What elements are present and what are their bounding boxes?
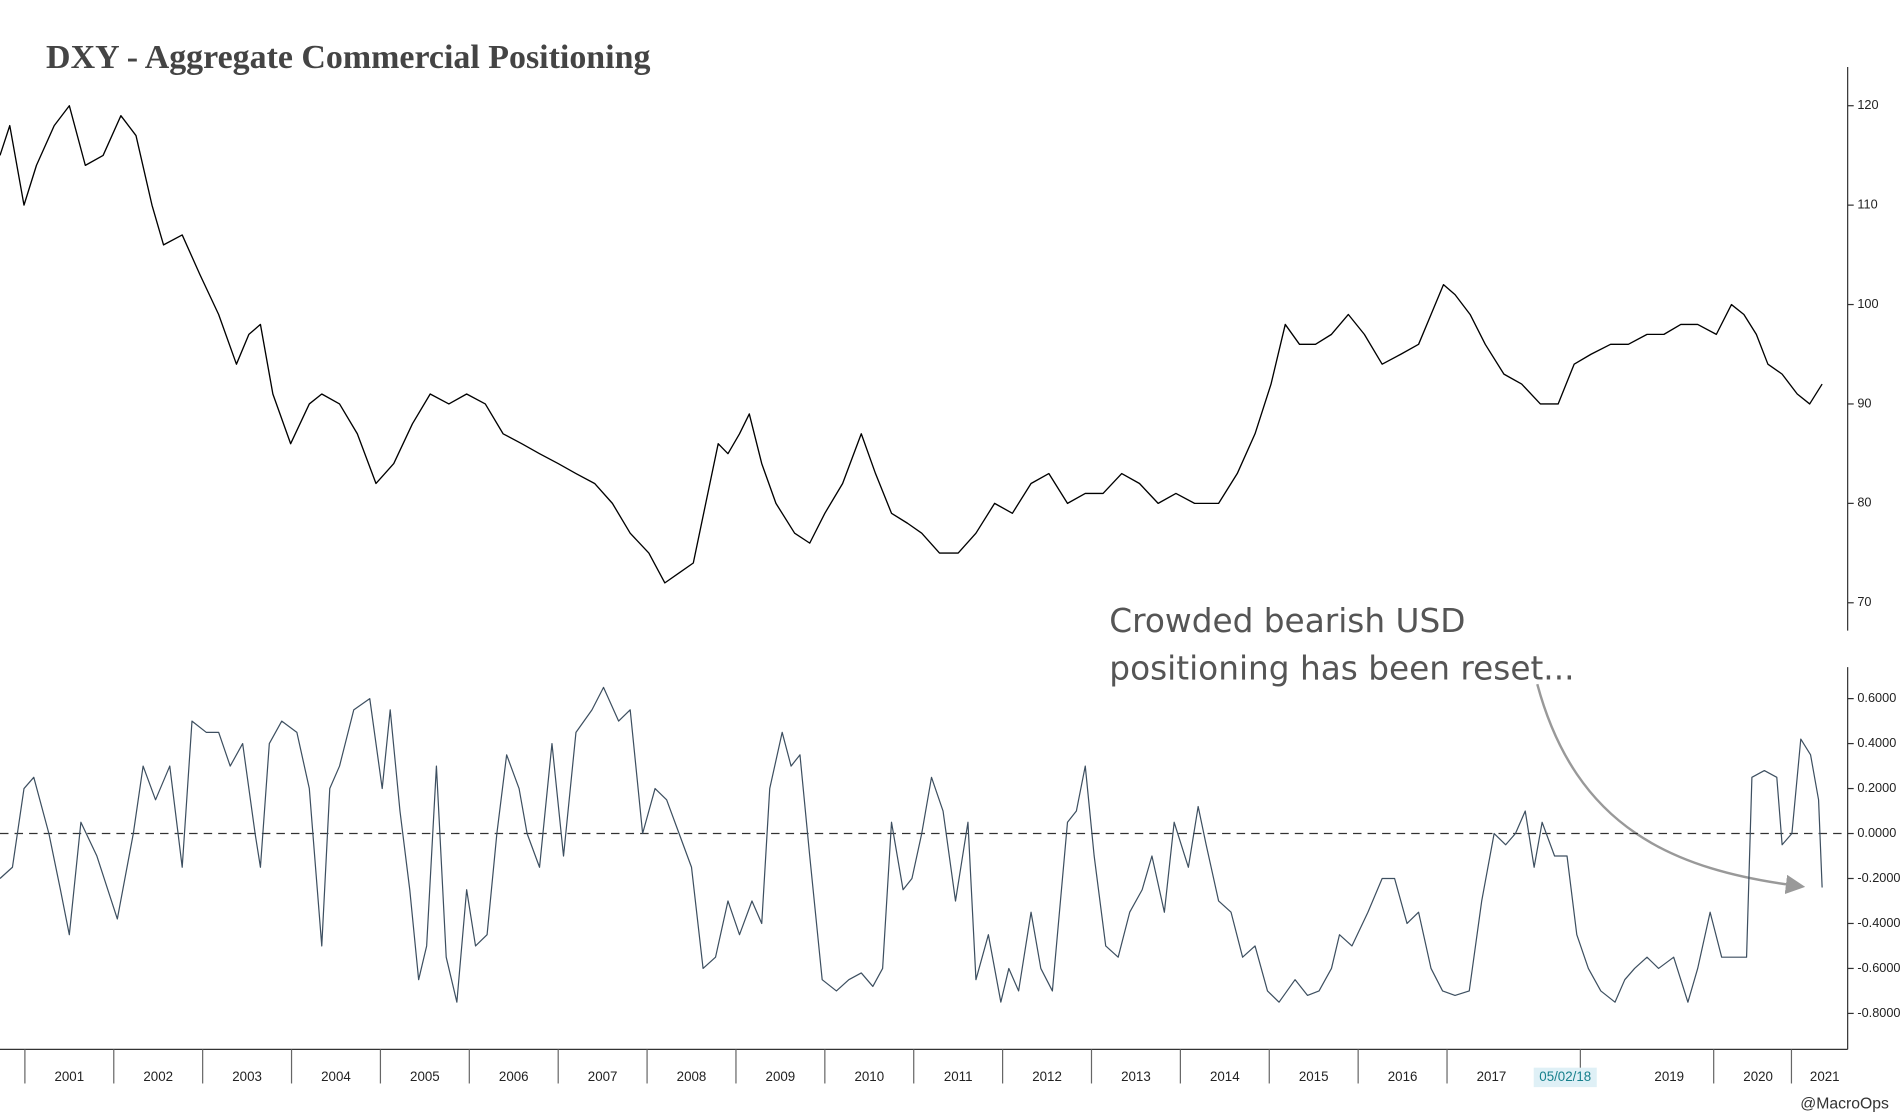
x-tick-label: 2001 <box>54 1069 84 1084</box>
x-tick-label: 2009 <box>766 1069 796 1084</box>
x-tick-label: 2016 <box>1388 1069 1418 1084</box>
x-tick-label: 2008 <box>677 1069 707 1084</box>
chart-title: DXY - Aggregate Commercial Positioning <box>46 39 650 76</box>
cursor-date: 05/02/18 <box>1539 1069 1591 1084</box>
y-tick-label: 0.0000 <box>1857 825 1896 840</box>
x-tick-label: 2019 <box>1654 1069 1684 1084</box>
x-tick-label: 2010 <box>854 1069 884 1084</box>
x-tick-label: 2002 <box>143 1069 173 1084</box>
y-tick-label: -0.2000 <box>1857 870 1900 885</box>
x-tick-label: 2007 <box>588 1069 618 1084</box>
arrow <box>1536 683 1806 895</box>
y-tick-label: 70 <box>1857 594 1871 609</box>
x-tick-label: 2004 <box>321 1069 351 1084</box>
x-tick-label: 2006 <box>499 1069 529 1084</box>
x-tick-label: 2012 <box>1032 1069 1062 1084</box>
x-tick-label: 2015 <box>1299 1069 1329 1084</box>
y-tick-label: 90 <box>1857 395 1871 410</box>
data-line <box>0 105 1823 584</box>
y-tick-label: 0.2000 <box>1857 780 1896 795</box>
x-tick-label: 2005 <box>410 1069 440 1084</box>
source: @MacroOps <box>1800 1095 1889 1112</box>
y-tick-label: -0.4000 <box>1857 915 1900 930</box>
x-tick-label: 2003 <box>232 1069 262 1084</box>
y-tick-label: -0.8000 <box>1857 1005 1900 1020</box>
cursor-date-box <box>1533 1067 1597 1088</box>
y-tick-label: 110 <box>1857 196 1877 211</box>
y-tick-label: 0.4000 <box>1857 735 1896 750</box>
y-tick-label: 120 <box>1857 97 1878 112</box>
annotation: positioning has been reset... <box>1109 649 1574 687</box>
y-tick-label: -0.6000 <box>1857 960 1900 975</box>
y-tick-label: 80 <box>1857 495 1871 510</box>
data-line <box>0 686 1823 1003</box>
annotation: Crowded bearish USD <box>1109 602 1465 640</box>
y-tick-label: 100 <box>1857 296 1878 311</box>
x-tick-label: 2017 <box>1477 1069 1507 1084</box>
x-tick-label: 2011 <box>944 1069 973 1084</box>
x-tick-label: 2014 <box>1210 1069 1240 1084</box>
x-tick-label: 2021 <box>1810 1069 1840 1084</box>
y-tick-label: 0.6000 <box>1857 690 1896 705</box>
x-tick-label: 2020 <box>1743 1069 1773 1084</box>
x-tick-label: 2013 <box>1121 1069 1151 1084</box>
